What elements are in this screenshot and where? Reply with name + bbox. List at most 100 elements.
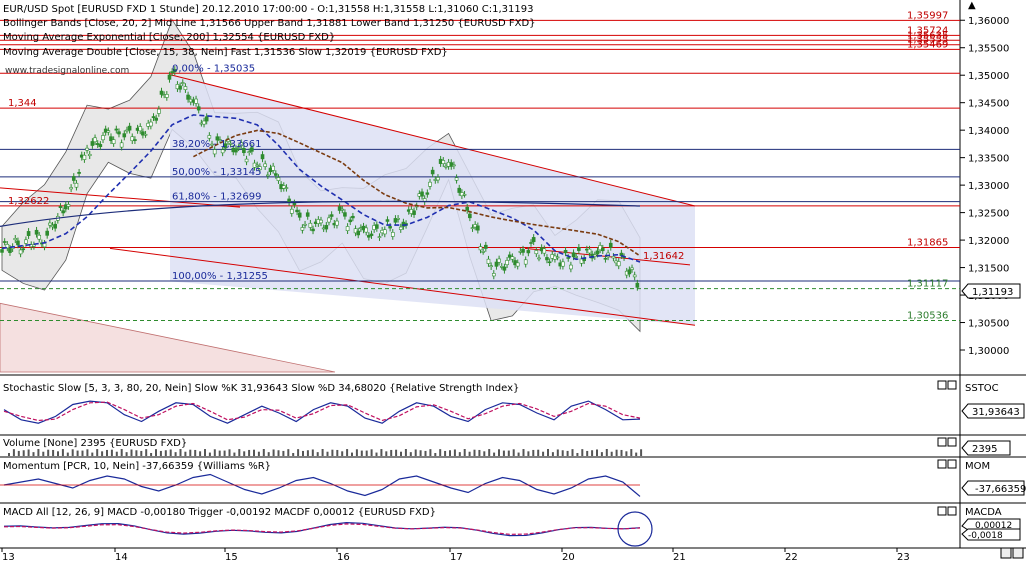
candle-body xyxy=(183,86,188,90)
last-price-label: 1,31193 xyxy=(972,287,1013,298)
candle-body xyxy=(247,151,252,153)
candle-body xyxy=(122,133,127,138)
candle-body xyxy=(61,210,65,214)
x-tick-label: 15 xyxy=(225,552,238,561)
volume-bar xyxy=(228,449,231,456)
candle-body xyxy=(555,256,560,259)
level-label: 1,31642 xyxy=(643,251,684,262)
volume-bar xyxy=(61,449,64,456)
candle-body xyxy=(239,142,244,147)
candle-body xyxy=(210,143,214,146)
candle-body xyxy=(303,223,307,226)
candle-body xyxy=(138,126,143,132)
volume-bar xyxy=(233,452,236,456)
volume-bar xyxy=(12,449,15,456)
volume-bar xyxy=(42,451,45,456)
candle-body xyxy=(125,129,129,132)
candle-body xyxy=(64,204,68,210)
candle-body xyxy=(468,213,472,219)
y-tick-label: 1,32000 xyxy=(968,236,1009,247)
candle-body xyxy=(149,121,153,127)
volume-bar xyxy=(223,450,226,456)
legend-bollinger: Bollinger Bands [Close, 20, 2] Mid Line … xyxy=(3,18,536,29)
volume-bar xyxy=(478,449,481,456)
candle-body xyxy=(534,250,539,255)
volume-bar xyxy=(115,451,118,456)
level-label: 1,31865 xyxy=(907,238,948,249)
candle-body xyxy=(85,147,89,151)
candle-body xyxy=(484,244,488,249)
candle-body xyxy=(454,177,459,181)
candle-body xyxy=(441,160,446,164)
volume-bar xyxy=(257,451,260,456)
moving-averages xyxy=(0,114,641,263)
volume-bar xyxy=(429,449,432,456)
volume-bar xyxy=(380,449,383,456)
trendline-left xyxy=(0,187,241,208)
volume-bar xyxy=(218,450,221,456)
watermark: www.tradesignalonline.com xyxy=(5,66,129,76)
zoom-in-button[interactable] xyxy=(1012,547,1024,559)
candle-body xyxy=(476,225,480,231)
volume-bar xyxy=(596,449,598,456)
zoom-out-button[interactable] xyxy=(1000,547,1012,559)
macd-trigger-line xyxy=(3,523,641,535)
macd-title: MACD All [12, 26, 9] MACD -0,00180 Trigg… xyxy=(3,507,436,518)
volume-bar xyxy=(576,452,579,456)
volume-bar xyxy=(27,449,30,456)
volume-bar xyxy=(620,449,623,456)
candle-body xyxy=(497,258,501,263)
candle-body xyxy=(345,226,350,231)
volume-bar xyxy=(414,449,417,456)
channel-lower-line xyxy=(109,247,696,326)
volume-bar xyxy=(22,450,25,456)
stoch-panel-tag: SSTOC xyxy=(965,383,999,394)
y-tick-label: 1,36000 xyxy=(968,16,1009,27)
candle-body xyxy=(236,147,241,149)
volume-bar xyxy=(32,452,35,456)
momentum-panel-tag: MOM xyxy=(965,461,990,472)
candle-body xyxy=(106,130,111,133)
candle-body xyxy=(300,227,305,231)
candle-body xyxy=(133,139,137,142)
volume-panel-buttons[interactable] xyxy=(937,437,957,447)
candle-body xyxy=(159,90,164,95)
macd-panel-buttons[interactable] xyxy=(937,506,957,516)
candle-body xyxy=(593,254,597,257)
volume-bar xyxy=(248,449,251,456)
volume-bar xyxy=(101,451,104,456)
volume-bar xyxy=(81,450,84,456)
candle-body xyxy=(507,254,512,258)
volume-bar xyxy=(512,449,515,456)
candle-body xyxy=(24,239,28,244)
volume-bar xyxy=(591,450,594,456)
momentum-panel-buttons[interactable] xyxy=(937,459,957,469)
candle-body xyxy=(348,219,353,223)
y-tick-label: 1,35500 xyxy=(968,44,1009,55)
volume-bar xyxy=(493,452,496,456)
volume-bar xyxy=(566,450,569,456)
candle-body xyxy=(505,260,509,266)
stoch-panel-buttons[interactable] xyxy=(937,380,957,390)
volume-bar xyxy=(409,452,412,456)
candle-body xyxy=(436,177,440,181)
candle-body xyxy=(215,136,220,141)
x-tick-label: 14 xyxy=(115,552,128,561)
x-tick-label: 21 xyxy=(673,552,686,561)
candle-body xyxy=(119,142,124,148)
candle-body xyxy=(204,116,209,122)
fib-label: 50,00% - 1,33145 xyxy=(172,167,261,178)
candle-body xyxy=(521,248,525,253)
volume-bar xyxy=(243,451,246,456)
candle-body xyxy=(263,163,267,167)
candle-body xyxy=(489,265,493,268)
y-axis-arrow: ▲ xyxy=(968,0,976,11)
candle-body xyxy=(502,266,507,271)
candle-body xyxy=(228,143,233,145)
volume-bar xyxy=(267,452,270,456)
volume-bar xyxy=(400,451,402,456)
y-tick-label: 1,30500 xyxy=(968,319,1009,330)
candle-body xyxy=(2,241,7,243)
candle-body xyxy=(452,164,456,167)
